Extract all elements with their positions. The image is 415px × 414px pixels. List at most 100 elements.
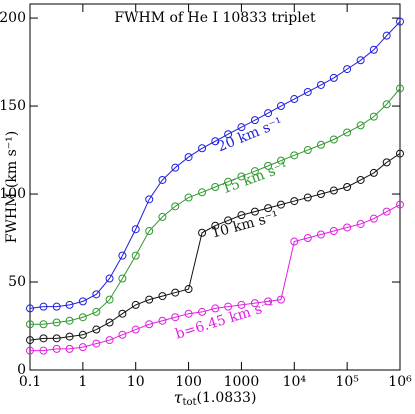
series-line (29, 153, 401, 341)
data-point (224, 216, 233, 225)
data-point (118, 274, 127, 283)
y-tick-label: 200 (0, 10, 26, 26)
data-point (343, 183, 352, 191)
data-point (39, 320, 48, 329)
data-point (39, 334, 48, 343)
data-point (290, 237, 299, 246)
data-point (211, 137, 220, 146)
data-point (92, 325, 101, 334)
data-point (343, 128, 352, 137)
data-point (316, 190, 325, 199)
data-point (65, 316, 74, 325)
data-point (26, 304, 34, 313)
series-label: b=6.45 km s⁻¹ (174, 297, 277, 342)
y-axis-label: FWHM (km s⁻¹) (4, 131, 20, 243)
data-point (264, 297, 273, 306)
data-point (158, 292, 167, 301)
data-point (264, 161, 273, 170)
data-point (171, 202, 180, 211)
data-point (118, 309, 127, 318)
x-tick-label: 100 (175, 374, 202, 390)
data-point (276, 200, 285, 209)
data-point (303, 193, 312, 202)
x-tick-label: 0.1 (19, 374, 41, 390)
x-tick-label: 10 (127, 374, 145, 390)
data-point (276, 156, 285, 165)
data-point (237, 211, 246, 220)
data-point (237, 123, 246, 132)
data-point (105, 295, 114, 304)
data-point (198, 188, 207, 197)
data-point (264, 204, 273, 213)
data-point (211, 183, 220, 191)
data-point (39, 346, 48, 355)
data-point (78, 343, 87, 352)
data-point (396, 149, 404, 158)
data-point (224, 130, 233, 139)
data-point (118, 330, 127, 339)
data-point (316, 230, 325, 239)
x-label-rest: (1.0833) (197, 390, 257, 406)
data-point (276, 295, 285, 304)
data-point (131, 300, 140, 309)
data-point (382, 31, 391, 40)
data-point (369, 214, 378, 223)
data-point (92, 307, 101, 316)
data-point (65, 344, 74, 353)
data-point (356, 219, 365, 228)
x-tick-label: 1 (78, 374, 87, 390)
data-point (26, 346, 34, 355)
data-point (264, 109, 273, 118)
data-point (369, 168, 378, 177)
data-point (303, 87, 312, 96)
data-point (52, 334, 61, 343)
data-point (131, 225, 140, 234)
series-line (30, 204, 401, 352)
data-point (290, 197, 299, 206)
x-tick-label: 1000 (224, 374, 260, 390)
data-point (105, 318, 114, 327)
data-point (237, 172, 246, 181)
data-point (78, 313, 87, 322)
data-point (224, 302, 233, 311)
data-point (303, 234, 312, 243)
data-point (105, 274, 114, 283)
y-tick-label: 100 (0, 186, 26, 202)
data-point (145, 320, 154, 329)
data-point (250, 167, 259, 176)
series-line (30, 88, 401, 325)
data-point (26, 336, 34, 345)
data-point (158, 175, 167, 184)
data-point (52, 344, 61, 353)
chart-title: FWHM of He I 10833 triplet (114, 10, 316, 26)
data-point (329, 73, 338, 82)
data-point (171, 313, 180, 322)
data-point (237, 300, 246, 309)
data-point (184, 153, 193, 162)
data-point (145, 295, 154, 304)
data-point (329, 226, 338, 235)
data-point (211, 304, 220, 313)
x-label-subscript: tot (182, 397, 196, 408)
x-label-symbol: τ (174, 388, 184, 407)
x-axis-label: τtot(1.0833) (174, 388, 257, 408)
data-point (343, 65, 352, 74)
data-point (131, 251, 140, 260)
data-point (145, 226, 154, 235)
data-point (131, 325, 140, 334)
data-point (105, 336, 114, 345)
data-point (382, 207, 391, 216)
x-tick-label: 10⁵ (335, 374, 359, 390)
y-tick-label: 0 (17, 362, 26, 378)
data-point (52, 318, 61, 327)
data-point (92, 290, 101, 299)
data-point (329, 135, 338, 144)
data-point (303, 146, 312, 155)
y-tick-label: 150 (0, 98, 26, 114)
data-point (171, 163, 180, 172)
data-point (158, 316, 167, 325)
series-label: 20 km s⁻¹ (215, 115, 285, 156)
series-label: 15 km s⁻¹ (220, 159, 290, 198)
data-point (369, 45, 378, 54)
data-point (26, 320, 34, 329)
